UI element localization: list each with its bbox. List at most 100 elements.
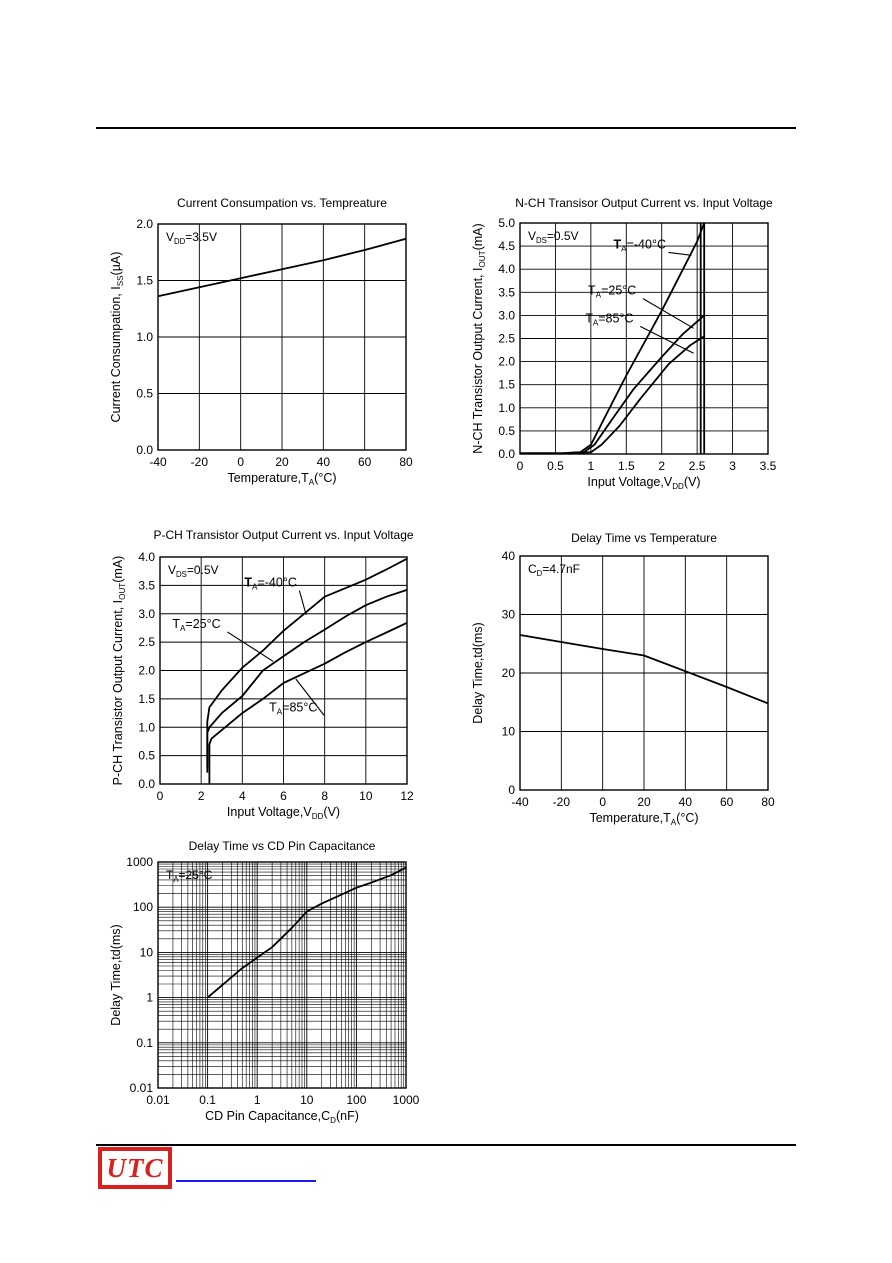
y-tick-label: 2.5 <box>138 635 155 649</box>
x-tick-label: 60 <box>720 795 734 809</box>
chart-delaycap: 0.01 0.1 1 10 100 1000 0.01 0.1 1 10 100 1000 Delay … <box>109 839 420 1125</box>
curve-label-leader <box>227 631 274 662</box>
y-axis-label: Delay Time,td(ms) <box>471 622 485 723</box>
x-tick-label: 100 <box>346 1093 366 1107</box>
y-tick-label: 1.0 <box>498 401 515 415</box>
chart-title: P-CH Transistor Output Current vs. Input… <box>153 528 413 542</box>
plot-frame <box>157 223 407 451</box>
series-line-1 <box>519 634 769 705</box>
x-tick-label: 20 <box>275 455 289 469</box>
x-tick-label: 2.5 <box>689 459 706 473</box>
x-tick-label: 80 <box>399 455 413 469</box>
curve-label: TA=85°C <box>269 700 317 716</box>
chart-nch: 0 0.5 1 1.5 2 2.5 3 3.5 0.0 0.5 1.0 1.5 2.0 2.5 3.0 3.5… <box>471 196 777 491</box>
y-tick-label: 1 <box>146 991 153 1005</box>
x-tick-label: -40 <box>149 455 167 469</box>
y-tick-label: 1.0 <box>138 720 155 734</box>
plot-frame <box>519 222 769 455</box>
grid <box>519 555 769 791</box>
x-tick-label: 3.5 <box>760 459 777 473</box>
header-rule <box>96 127 796 129</box>
series-line-1 <box>157 237 407 298</box>
chart-title: Delay Time vs CD Pin Capacitance <box>189 839 376 853</box>
y-tick-label: 40 <box>502 549 516 563</box>
condition-label: CD=4.7nF <box>528 562 580 578</box>
y-tick-label: 20 <box>502 666 516 680</box>
x-axis-label: Input Voltage,VDD(V) <box>227 805 340 821</box>
x-tick-label: -40 <box>511 795 529 809</box>
y-tick-label: 0.0 <box>138 777 155 791</box>
y-tick-label: 5.0 <box>498 216 515 230</box>
series-line-3 <box>208 621 408 784</box>
y-tick-label: 2.0 <box>498 355 515 369</box>
series-line-1 <box>207 866 407 999</box>
curve-label: TA=25°C <box>588 284 636 300</box>
x-tick-label: 0.01 <box>146 1093 170 1107</box>
y-tick-label: 1.5 <box>498 378 515 392</box>
y-tick-label: 10 <box>502 725 516 739</box>
x-tick-label: 4 <box>239 789 246 803</box>
utc-logo-box: UTC <box>102 1151 168 1185</box>
curve-label-leader <box>298 590 307 616</box>
x-axis-label: Input Voltage,VDD(V) <box>587 475 700 491</box>
y-axis-label: N-CH Transistor Output Current, IOUT(mA) <box>471 223 487 453</box>
y-tick-label: 3.0 <box>138 607 155 621</box>
y-tick-label: 10 <box>140 945 154 959</box>
y-tick-label: 2.0 <box>138 664 155 678</box>
y-axis-label: P-CH Transistor Output Current, IOUT(mA) <box>111 556 127 786</box>
x-tick-label: 1.5 <box>618 459 635 473</box>
curve-label-leader <box>295 678 325 716</box>
curve-label: TA=-40°C <box>244 576 296 592</box>
chart-title: Delay Time vs Temperature <box>571 531 717 545</box>
x-tick-label: 20 <box>637 795 651 809</box>
y-tick-label: 1.0 <box>136 330 153 344</box>
x-tick-label: 0.1 <box>199 1093 216 1107</box>
chart-title: N-CH Transisor Output Current vs. Input … <box>515 196 773 210</box>
x-tick-label: 2 <box>658 459 665 473</box>
y-tick-label: 0.5 <box>136 387 153 401</box>
utc-logo: UTC <box>98 1147 172 1189</box>
y-tick-label: 0.01 <box>130 1081 154 1095</box>
y-tick-label: 4.0 <box>498 262 515 276</box>
x-tick-label: 0.5 <box>547 459 564 473</box>
grid <box>157 861 407 1089</box>
series-line-2 <box>562 314 705 455</box>
x-tick-label: 2 <box>198 789 205 803</box>
plot-frame <box>157 861 407 1089</box>
minor-grid <box>158 862 406 1088</box>
x-tick-label: 0 <box>599 795 606 809</box>
x-axis-label: CD Pin Capacitance,CD(nF) <box>205 1109 359 1125</box>
y-tick-label: 0.5 <box>498 424 515 438</box>
x-tick-label: 8 <box>321 789 328 803</box>
x-tick-label: -20 <box>191 455 209 469</box>
x-tick-label: 10 <box>300 1093 314 1107</box>
y-tick-label: 3.0 <box>498 308 515 322</box>
x-tick-label: 80 <box>761 795 775 809</box>
y-tick-label: 0 <box>508 783 515 797</box>
x-axis-label: Temperature,TA(°C) <box>589 811 698 827</box>
x-tick-label: 1000 <box>393 1093 420 1107</box>
condition-label: TA=25°C <box>166 868 213 884</box>
footer-link-underline[interactable] <box>176 1180 316 1182</box>
y-tick-label: 2.5 <box>498 332 515 346</box>
curve-label: TA=85°C <box>585 311 633 327</box>
x-tick-label: 0 <box>237 455 244 469</box>
y-tick-label: 2.0 <box>136 217 153 231</box>
y-tick-label: 1000 <box>126 855 153 869</box>
chart-consumption: -40 -20 0 20 40 60 80 0.0 0.5 1.0 1.5 2.0 Current Co… <box>109 196 413 487</box>
curve-label-leader <box>668 251 692 256</box>
grid <box>157 223 407 451</box>
y-axis-label: Delay Time,td(ms) <box>109 924 123 1025</box>
footer-rule <box>96 1144 796 1146</box>
y-tick-label: 1.5 <box>138 692 155 706</box>
y-tick-label: 0.0 <box>136 443 153 457</box>
condition-label: VDS=0.5V <box>168 563 219 579</box>
x-tick-label: 3 <box>729 459 736 473</box>
plot-frame <box>159 556 408 785</box>
curve-label-leader <box>642 298 694 329</box>
x-axis-label: Temperature,TA(°C) <box>227 471 336 487</box>
y-tick-label: 1.5 <box>136 274 153 288</box>
y-tick-label: 4.0 <box>138 550 155 564</box>
x-tick-label: 12 <box>400 789 414 803</box>
